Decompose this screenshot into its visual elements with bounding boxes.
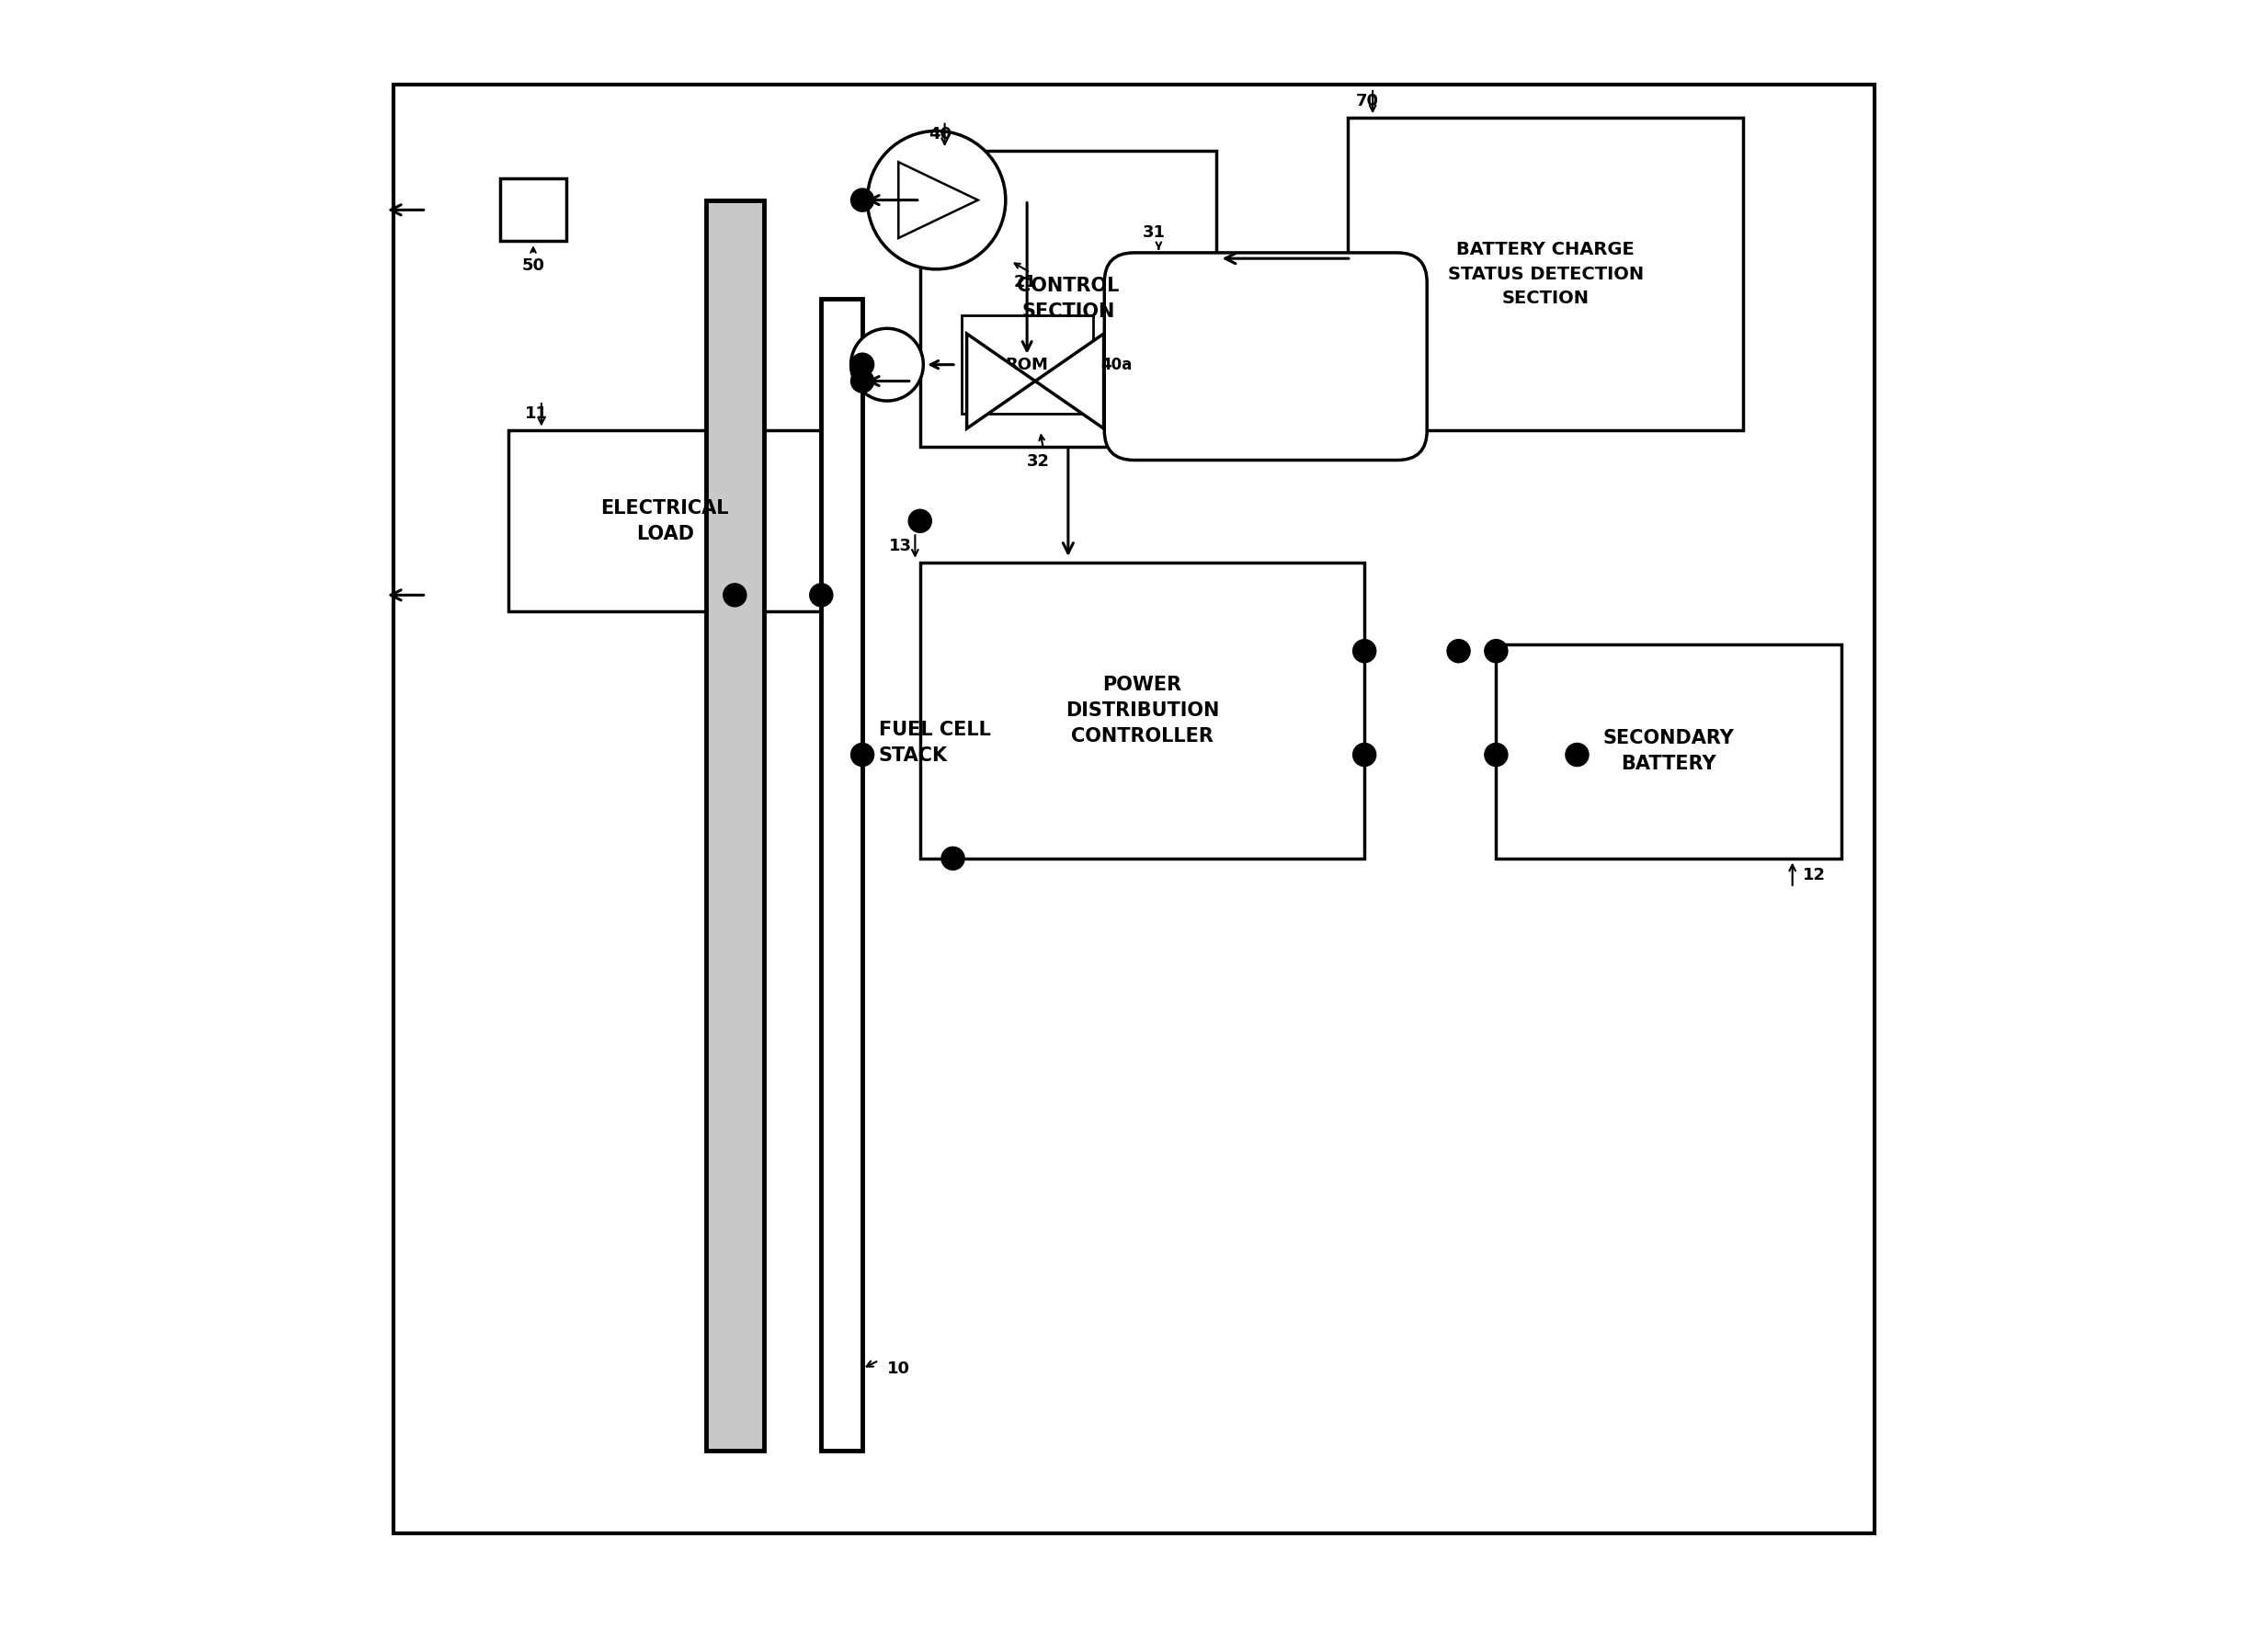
Circle shape — [941, 847, 964, 870]
Polygon shape — [1034, 334, 1105, 429]
Circle shape — [850, 188, 873, 211]
FancyBboxPatch shape — [392, 84, 1876, 1534]
FancyBboxPatch shape — [1497, 644, 1842, 859]
Text: 21: 21 — [1014, 274, 1036, 291]
FancyBboxPatch shape — [1347, 117, 1744, 431]
Circle shape — [810, 583, 832, 606]
Text: FUEL CELL
STACK: FUEL CELL STACK — [880, 721, 991, 766]
Bar — [821, 299, 862, 1451]
Circle shape — [1486, 743, 1508, 766]
Text: 31: 31 — [1143, 225, 1166, 241]
Polygon shape — [966, 334, 1034, 429]
Circle shape — [723, 583, 746, 606]
Circle shape — [1486, 639, 1508, 662]
Circle shape — [909, 510, 932, 533]
Text: 13: 13 — [889, 537, 912, 555]
Circle shape — [1354, 639, 1377, 662]
Bar — [501, 178, 567, 241]
FancyBboxPatch shape — [508, 431, 821, 611]
Circle shape — [866, 130, 1005, 269]
FancyBboxPatch shape — [921, 150, 1216, 447]
FancyBboxPatch shape — [962, 315, 1093, 414]
Text: ELECTRICAL
LOAD: ELECTRICAL LOAD — [601, 499, 728, 543]
Polygon shape — [898, 162, 978, 238]
Text: 11: 11 — [524, 406, 549, 423]
Circle shape — [850, 370, 873, 393]
Text: 12: 12 — [1803, 867, 1826, 883]
Text: SECONDARY
BATTERY: SECONDARY BATTERY — [1603, 730, 1735, 774]
FancyBboxPatch shape — [1105, 253, 1427, 461]
Circle shape — [850, 743, 873, 766]
Text: 70: 70 — [1356, 92, 1379, 109]
FancyBboxPatch shape — [921, 561, 1365, 859]
Text: POWER
DISTRIBUTION
CONTROLLER: POWER DISTRIBUTION CONTROLLER — [1066, 675, 1220, 745]
Circle shape — [1447, 639, 1470, 662]
Text: 40a: 40a — [1100, 357, 1132, 373]
Text: 40: 40 — [928, 125, 950, 142]
Circle shape — [850, 353, 873, 376]
Circle shape — [1354, 743, 1377, 766]
Text: ROM: ROM — [1005, 357, 1048, 373]
Text: BATTERY CHARGE
STATUS DETECTION
SECTION: BATTERY CHARGE STATUS DETECTION SECTION — [1447, 241, 1644, 307]
Circle shape — [1565, 743, 1588, 766]
Circle shape — [850, 329, 923, 401]
Text: 10: 10 — [887, 1360, 909, 1377]
Text: 50: 50 — [522, 258, 544, 274]
Bar — [705, 200, 764, 1451]
Text: CONTROL
SECTION: CONTROL SECTION — [1016, 277, 1120, 320]
Text: 32: 32 — [1027, 454, 1050, 471]
